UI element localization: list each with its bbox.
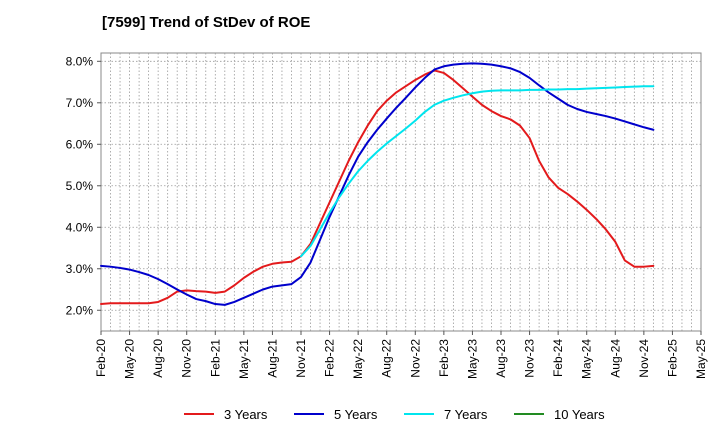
chart-title: [7599] Trend of StDev of ROE <box>102 14 310 31</box>
x-tick-label: Aug-22 <box>380 339 394 378</box>
x-tick-label: May-20 <box>123 339 137 379</box>
legend-label-10-years: 10 Years <box>554 407 605 422</box>
x-axis: Feb-20 May-20 Aug-20 Nov-20 Feb-21 May-21 Aug-… <box>94 331 708 379</box>
x-tick-label: Nov-24 <box>637 339 651 378</box>
x-tick-label: Feb-23 <box>437 339 451 377</box>
plot-frame <box>100 52 702 332</box>
legend-label-7-years: 7 Years <box>444 407 488 422</box>
y-axis: 2.0% 3.0% 4.0% 5.0% 6.0% 7.0% 8.0% <box>66 54 101 317</box>
x-tick-label: Nov-21 <box>294 339 308 378</box>
x-tick-label: Feb-21 <box>208 339 222 377</box>
x-tick-label: Feb-25 <box>665 339 679 377</box>
y-tick-label: 5.0% <box>66 179 94 193</box>
legend[interactable]: 3 Years 5 Years 7 Years 10 Years <box>184 407 605 422</box>
x-tick-label: Nov-20 <box>180 339 194 378</box>
x-tick-label: May-24 <box>580 339 594 379</box>
y-tick-label: 6.0% <box>66 137 94 151</box>
x-tick-label: May-22 <box>351 339 365 379</box>
x-tick-label: Aug-21 <box>265 339 279 378</box>
series-line-5-years <box>100 62 655 306</box>
series-lines <box>100 62 655 306</box>
x-tick-label: Feb-24 <box>551 339 565 377</box>
x-tick-label: May-23 <box>465 339 479 379</box>
y-tick-label: 4.0% <box>66 220 94 234</box>
x-tick-label: Aug-20 <box>151 339 165 378</box>
legend-label-5-years: 5 Years <box>334 407 378 422</box>
x-tick-label: May-25 <box>694 339 708 379</box>
y-tick-label: 7.0% <box>66 96 94 110</box>
x-tick-label: Aug-24 <box>608 339 622 378</box>
x-tick-label: Feb-20 <box>94 339 108 377</box>
series-line-3-years <box>100 69 655 306</box>
x-tick-label: Nov-23 <box>523 339 537 378</box>
series-line-7-years <box>300 85 655 258</box>
x-tick-label: Nov-22 <box>408 339 422 378</box>
x-tick-label: Aug-23 <box>494 339 508 378</box>
plot-area <box>100 52 702 332</box>
x-tick-label: May-21 <box>237 339 251 379</box>
legend-label-3-years: 3 Years <box>224 407 268 422</box>
y-tick-label: 8.0% <box>66 54 94 68</box>
y-tick-label: 2.0% <box>66 303 94 317</box>
y-tick-label: 3.0% <box>66 262 94 276</box>
x-tick-label: Feb-22 <box>323 339 337 377</box>
